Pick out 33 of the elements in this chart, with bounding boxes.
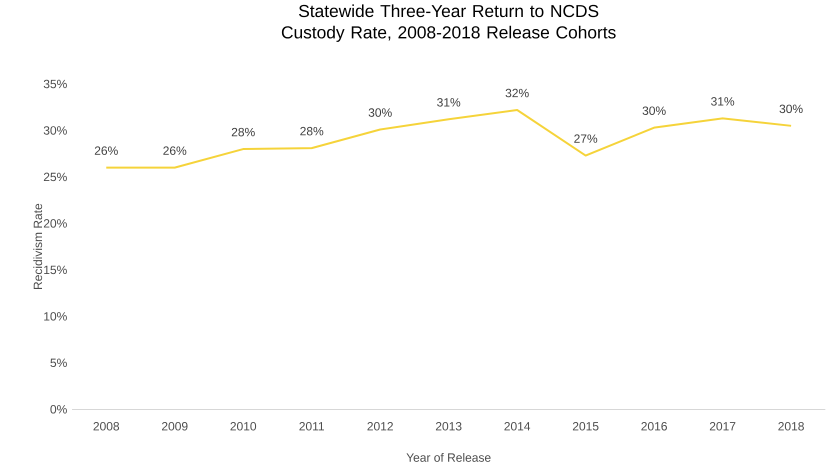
y-tick-label: 0% bbox=[50, 405, 67, 414]
data-label: 28% bbox=[232, 128, 255, 136]
x-tick-label: 2017 bbox=[710, 422, 736, 431]
data-label: 30% bbox=[368, 108, 392, 117]
data-label: 31% bbox=[437, 98, 460, 107]
data-label: 30% bbox=[642, 106, 666, 115]
data-label: 26% bbox=[163, 146, 186, 155]
x-tick-label: 2015 bbox=[572, 422, 598, 431]
y-tick-label: 5% bbox=[50, 358, 67, 368]
data-label: 32% bbox=[506, 88, 529, 98]
x-tick-label: 2014 bbox=[504, 422, 530, 431]
y-tick-label: 30% bbox=[44, 126, 67, 135]
data-label: 27% bbox=[574, 134, 598, 143]
data-label: 26% bbox=[94, 146, 118, 155]
x-tick-label: 2009 bbox=[162, 422, 188, 431]
y-tick-label: 15% bbox=[44, 266, 67, 274]
y-tick-label: 25% bbox=[44, 172, 67, 182]
data-label: 30% bbox=[780, 104, 803, 114]
data-label: 28% bbox=[300, 126, 324, 136]
x-tick-label: 2012 bbox=[367, 422, 393, 431]
x-tick-label: 2010 bbox=[230, 422, 256, 431]
x-axis-title: Year of Release bbox=[406, 453, 491, 462]
chart-title: Statewide Three-Year Return to NCDS Custody Rate, 2008-2018 Release Cohorts bbox=[282, 4, 616, 42]
x-tick-label: 2018 bbox=[778, 422, 804, 431]
x-tick-label: 2016 bbox=[641, 422, 667, 431]
x-tick-label: 2011 bbox=[299, 422, 324, 431]
y-axis-title: Recidivism Rate bbox=[33, 204, 42, 290]
x-tick-label: 2008 bbox=[94, 422, 120, 431]
y-tick-label: 35% bbox=[44, 80, 67, 88]
y-tick-label: 10% bbox=[44, 312, 67, 321]
x-tick-label: 2013 bbox=[436, 422, 462, 431]
y-tick-label: 20% bbox=[44, 219, 67, 228]
data-label: 31% bbox=[711, 97, 734, 106]
